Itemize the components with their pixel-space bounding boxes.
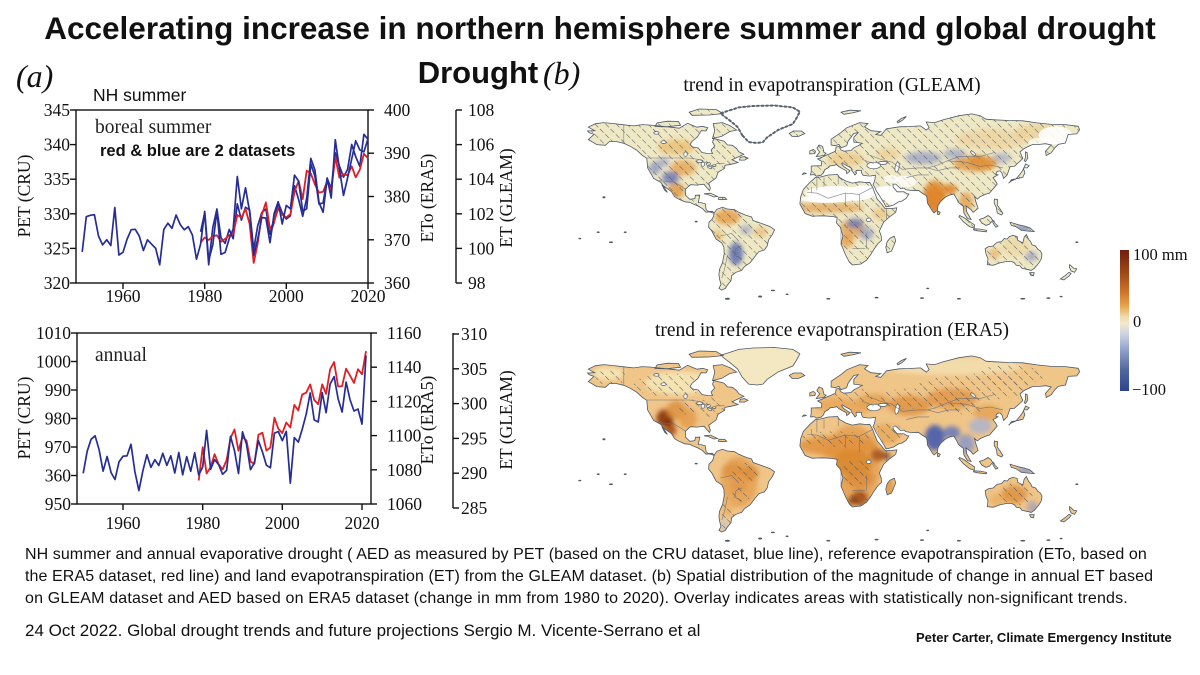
svg-text:340: 340 bbox=[44, 135, 71, 155]
svg-text:2020: 2020 bbox=[351, 286, 386, 306]
svg-text:980: 980 bbox=[45, 409, 72, 429]
svg-text:305: 305 bbox=[461, 359, 488, 379]
svg-text:1060: 1060 bbox=[387, 494, 422, 514]
svg-text:108: 108 bbox=[468, 100, 495, 120]
svg-text:360: 360 bbox=[45, 466, 72, 486]
svg-text:ET (GLEAM): ET (GLEAM) bbox=[496, 370, 516, 469]
svg-text:annual: annual bbox=[95, 345, 148, 366]
svg-text:1100: 1100 bbox=[387, 426, 422, 446]
svg-text:285: 285 bbox=[461, 498, 488, 518]
svg-text:NH summer: NH summer bbox=[93, 85, 187, 105]
svg-text:950: 950 bbox=[45, 494, 72, 514]
svg-text:1120: 1120 bbox=[387, 391, 422, 411]
svg-text:1980: 1980 bbox=[187, 286, 222, 306]
svg-text:2020: 2020 bbox=[345, 513, 380, 533]
svg-text:PET (CRU): PET (CRU) bbox=[14, 376, 34, 459]
svg-text:PET (CRU): PET (CRU) bbox=[14, 154, 34, 237]
svg-text:98: 98 bbox=[468, 273, 486, 293]
svg-text:ETo (ERA5): ETo (ERA5) bbox=[417, 153, 437, 242]
svg-text:ETo (ERA5): ETo (ERA5) bbox=[417, 375, 437, 464]
svg-text:335: 335 bbox=[44, 169, 71, 189]
svg-text:1960: 1960 bbox=[106, 286, 141, 306]
svg-text:ET (GLEAM): ET (GLEAM) bbox=[496, 148, 516, 247]
svg-text:295: 295 bbox=[461, 428, 488, 448]
svg-text:310: 310 bbox=[461, 324, 488, 344]
svg-text:104: 104 bbox=[468, 169, 495, 189]
svg-text:380: 380 bbox=[384, 187, 411, 207]
svg-text:100: 100 bbox=[468, 238, 495, 258]
svg-text:320: 320 bbox=[44, 273, 71, 293]
svg-text:red & blue are 2 datasets: red & blue are 2 datasets bbox=[100, 142, 295, 160]
svg-text:970: 970 bbox=[45, 437, 72, 457]
svg-text:2000: 2000 bbox=[269, 286, 304, 306]
svg-text:325: 325 bbox=[44, 238, 71, 258]
svg-text:400: 400 bbox=[384, 100, 411, 120]
svg-text:boreal summer: boreal summer bbox=[95, 117, 212, 138]
svg-text:106: 106 bbox=[468, 135, 495, 155]
svg-text:1960: 1960 bbox=[106, 513, 141, 533]
svg-text:330: 330 bbox=[44, 204, 71, 224]
svg-text:370: 370 bbox=[384, 230, 411, 250]
svg-text:300: 300 bbox=[461, 394, 488, 414]
svg-text:990: 990 bbox=[45, 380, 72, 400]
svg-text:1140: 1140 bbox=[387, 357, 422, 377]
svg-text:1080: 1080 bbox=[387, 460, 422, 480]
svg-text:1160: 1160 bbox=[387, 323, 422, 343]
svg-text:1010: 1010 bbox=[36, 323, 71, 343]
svg-text:1000: 1000 bbox=[36, 352, 71, 372]
svg-text:290: 290 bbox=[461, 463, 488, 483]
svg-text:2000: 2000 bbox=[265, 513, 300, 533]
svg-text:102: 102 bbox=[468, 204, 494, 224]
svg-text:1980: 1980 bbox=[185, 513, 220, 533]
svg-text:390: 390 bbox=[384, 143, 411, 163]
svg-text:360: 360 bbox=[384, 273, 411, 293]
svg-text:345: 345 bbox=[44, 100, 71, 120]
